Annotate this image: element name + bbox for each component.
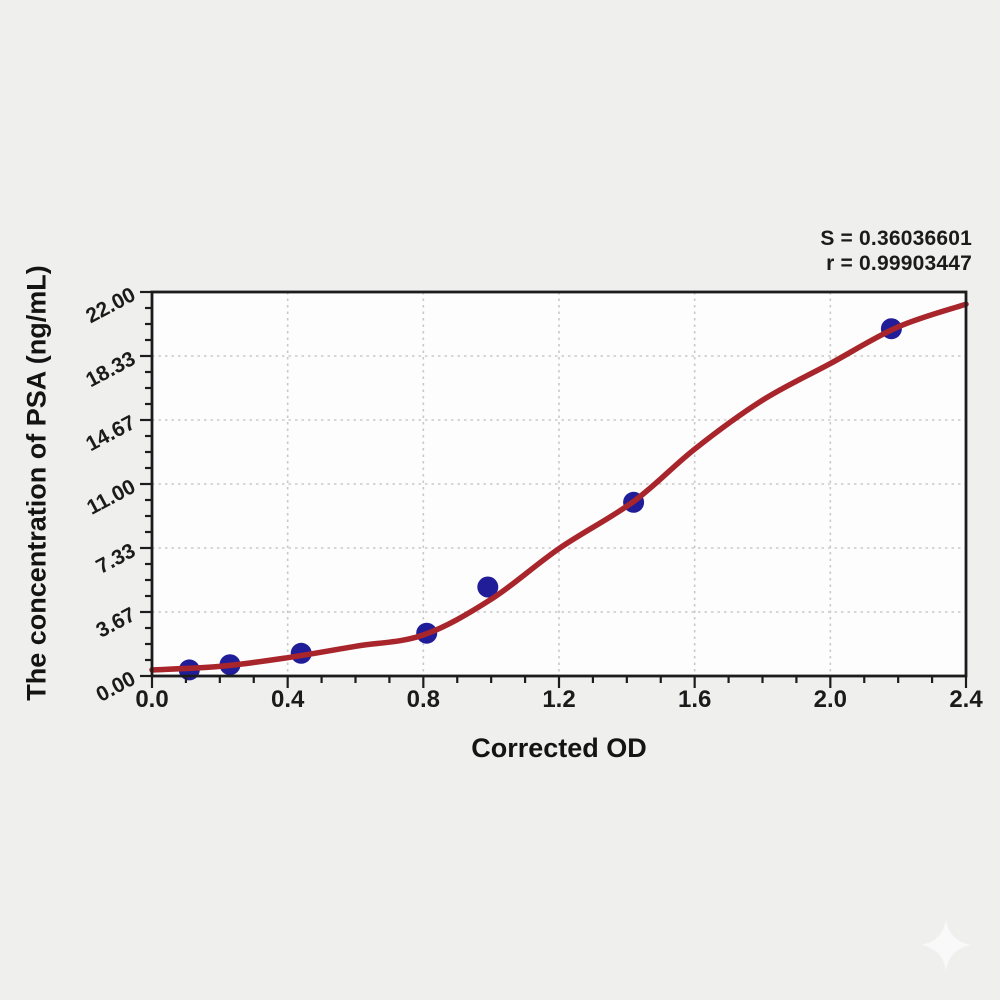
x-tick-label: 0.0: [135, 686, 168, 713]
x-tick-label: 2.0: [814, 686, 847, 713]
y-tick-label: 11.00: [83, 475, 139, 519]
y-tick-label: 18.33: [82, 347, 139, 392]
x-tick-label: 0.8: [407, 686, 440, 713]
y-tick-label: 14.67: [82, 411, 139, 456]
x-axis-title: Corrected OD: [471, 733, 647, 763]
fit-statistics: S = 0.36036601 r = 0.99903447: [820, 226, 972, 276]
x-tick-label: 2.4: [949, 686, 983, 713]
x-tick-label: 0.4: [271, 686, 305, 713]
x-tick-label: 1.6: [678, 686, 711, 713]
x-tick-label: 1.2: [542, 686, 575, 713]
y-tick-label: 22.00: [82, 283, 139, 328]
data-point: [477, 576, 499, 598]
fit-curve: [149, 301, 969, 673]
r-value-label: r = 0.99903447: [826, 252, 972, 275]
s-value-label: S = 0.36036601: [820, 227, 972, 250]
y-tick-label: 3.67: [92, 603, 139, 642]
ticks: [140, 290, 968, 688]
y-tick-label: 7.33: [92, 539, 139, 578]
y-tick-label: 0.00: [92, 667, 139, 706]
gridlines: [152, 292, 966, 676]
